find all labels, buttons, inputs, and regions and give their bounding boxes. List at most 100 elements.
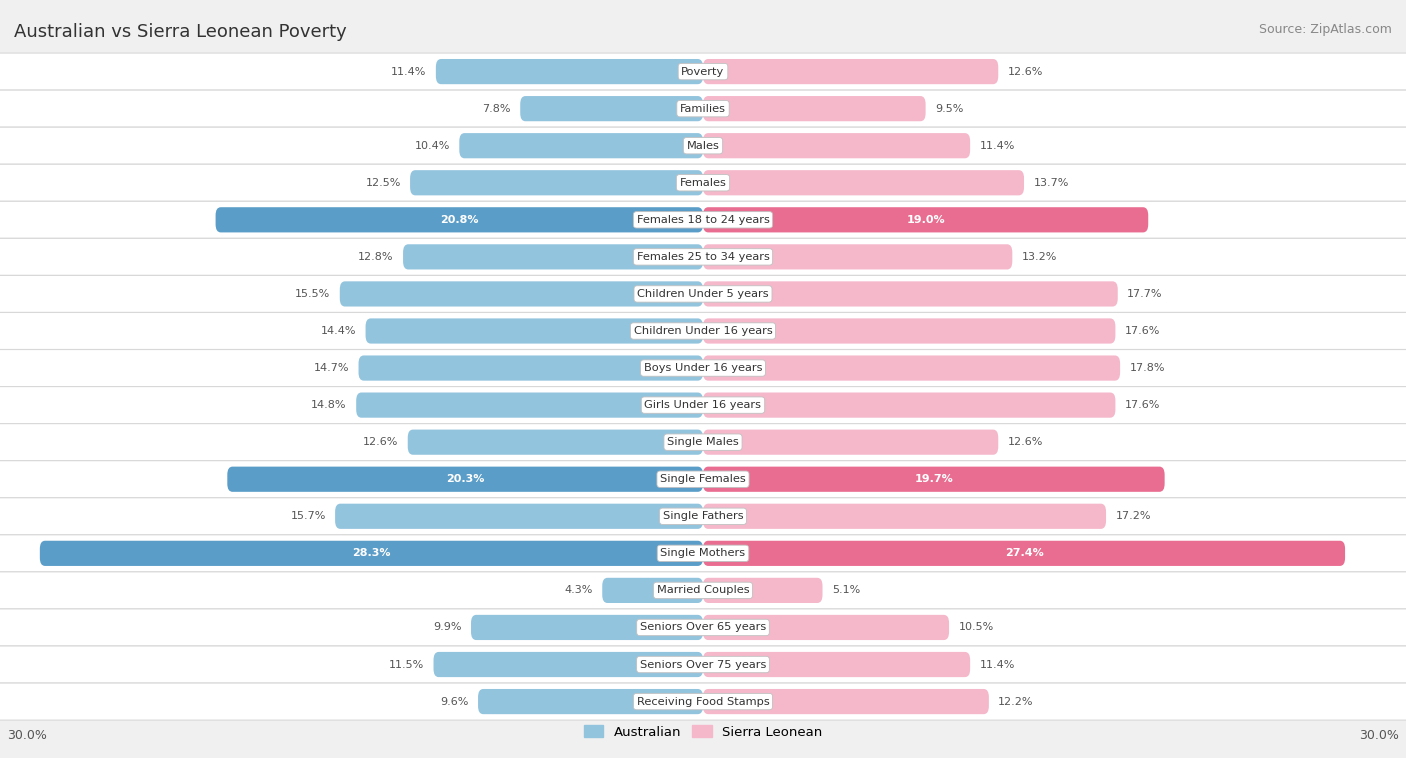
FancyBboxPatch shape: [0, 164, 1406, 202]
FancyBboxPatch shape: [39, 540, 703, 566]
Text: 10.4%: 10.4%: [415, 141, 450, 151]
Text: Poverty: Poverty: [682, 67, 724, 77]
Text: 27.4%: 27.4%: [1005, 548, 1043, 559]
Text: Females 18 to 24 years: Females 18 to 24 years: [637, 215, 769, 225]
FancyBboxPatch shape: [703, 467, 1164, 492]
Text: 14.7%: 14.7%: [314, 363, 349, 373]
Text: 11.5%: 11.5%: [389, 659, 425, 669]
FancyBboxPatch shape: [471, 615, 703, 640]
FancyBboxPatch shape: [703, 207, 1149, 233]
Text: Married Couples: Married Couples: [657, 585, 749, 595]
Text: Boys Under 16 years: Boys Under 16 years: [644, 363, 762, 373]
FancyBboxPatch shape: [340, 281, 703, 306]
FancyBboxPatch shape: [0, 127, 1406, 164]
FancyBboxPatch shape: [0, 609, 1406, 646]
Text: Families: Families: [681, 104, 725, 114]
Text: Seniors Over 75 years: Seniors Over 75 years: [640, 659, 766, 669]
FancyBboxPatch shape: [602, 578, 703, 603]
Legend: Australian, Sierra Leonean: Australian, Sierra Leonean: [578, 720, 828, 744]
FancyBboxPatch shape: [0, 90, 1406, 127]
FancyBboxPatch shape: [703, 689, 988, 714]
Text: 13.2%: 13.2%: [1022, 252, 1057, 262]
FancyBboxPatch shape: [0, 498, 1406, 535]
FancyBboxPatch shape: [703, 96, 925, 121]
Text: 10.5%: 10.5%: [959, 622, 994, 632]
FancyBboxPatch shape: [703, 578, 823, 603]
Text: 4.3%: 4.3%: [564, 585, 593, 595]
FancyBboxPatch shape: [433, 652, 703, 677]
Text: 19.0%: 19.0%: [907, 215, 945, 225]
Text: 9.5%: 9.5%: [935, 104, 963, 114]
Text: 12.6%: 12.6%: [1008, 437, 1043, 447]
Text: Girls Under 16 years: Girls Under 16 years: [644, 400, 762, 410]
Text: 13.7%: 13.7%: [1033, 178, 1069, 188]
FancyBboxPatch shape: [366, 318, 703, 343]
Text: 12.8%: 12.8%: [359, 252, 394, 262]
FancyBboxPatch shape: [0, 424, 1406, 461]
FancyBboxPatch shape: [0, 646, 1406, 683]
FancyBboxPatch shape: [703, 430, 998, 455]
Text: 30.0%: 30.0%: [1360, 728, 1399, 742]
FancyBboxPatch shape: [0, 202, 1406, 238]
Text: 28.3%: 28.3%: [352, 548, 391, 559]
Text: Single Mothers: Single Mothers: [661, 548, 745, 559]
FancyBboxPatch shape: [0, 349, 1406, 387]
FancyBboxPatch shape: [460, 133, 703, 158]
FancyBboxPatch shape: [359, 356, 703, 381]
FancyBboxPatch shape: [703, 133, 970, 158]
Text: 17.7%: 17.7%: [1128, 289, 1163, 299]
FancyBboxPatch shape: [0, 275, 1406, 312]
FancyBboxPatch shape: [703, 170, 1024, 196]
FancyBboxPatch shape: [703, 356, 1121, 381]
FancyBboxPatch shape: [703, 615, 949, 640]
Text: 15.7%: 15.7%: [291, 512, 326, 522]
Text: Single Females: Single Females: [661, 475, 745, 484]
FancyBboxPatch shape: [703, 503, 1107, 529]
Text: 9.9%: 9.9%: [433, 622, 461, 632]
FancyBboxPatch shape: [0, 312, 1406, 349]
FancyBboxPatch shape: [703, 540, 1346, 566]
FancyBboxPatch shape: [703, 393, 1115, 418]
Text: 19.7%: 19.7%: [914, 475, 953, 484]
Text: Single Fathers: Single Fathers: [662, 512, 744, 522]
Text: 17.8%: 17.8%: [1129, 363, 1166, 373]
Text: 30.0%: 30.0%: [7, 728, 46, 742]
FancyBboxPatch shape: [703, 59, 998, 84]
FancyBboxPatch shape: [520, 96, 703, 121]
Text: Children Under 16 years: Children Under 16 years: [634, 326, 772, 336]
FancyBboxPatch shape: [0, 572, 1406, 609]
FancyBboxPatch shape: [408, 430, 703, 455]
Text: Females 25 to 34 years: Females 25 to 34 years: [637, 252, 769, 262]
FancyBboxPatch shape: [411, 170, 703, 196]
FancyBboxPatch shape: [436, 59, 703, 84]
Text: Males: Males: [686, 141, 720, 151]
Text: Seniors Over 65 years: Seniors Over 65 years: [640, 622, 766, 632]
FancyBboxPatch shape: [0, 387, 1406, 424]
Text: 20.8%: 20.8%: [440, 215, 478, 225]
Text: 12.5%: 12.5%: [366, 178, 401, 188]
FancyBboxPatch shape: [335, 503, 703, 529]
FancyBboxPatch shape: [404, 244, 703, 270]
Text: 15.5%: 15.5%: [295, 289, 330, 299]
Text: 14.4%: 14.4%: [321, 326, 356, 336]
Text: Females: Females: [679, 178, 727, 188]
Text: 17.6%: 17.6%: [1125, 400, 1160, 410]
Text: 12.6%: 12.6%: [1008, 67, 1043, 77]
Text: 9.6%: 9.6%: [440, 697, 468, 706]
Text: 14.8%: 14.8%: [311, 400, 347, 410]
Text: 11.4%: 11.4%: [980, 141, 1015, 151]
Text: 11.4%: 11.4%: [980, 659, 1015, 669]
Text: Children Under 5 years: Children Under 5 years: [637, 289, 769, 299]
Text: 11.4%: 11.4%: [391, 67, 426, 77]
FancyBboxPatch shape: [0, 683, 1406, 720]
FancyBboxPatch shape: [356, 393, 703, 418]
FancyBboxPatch shape: [703, 281, 1118, 306]
Text: Single Males: Single Males: [666, 437, 740, 447]
FancyBboxPatch shape: [0, 53, 1406, 90]
Text: 20.3%: 20.3%: [446, 475, 484, 484]
Text: Receiving Food Stamps: Receiving Food Stamps: [637, 697, 769, 706]
FancyBboxPatch shape: [703, 652, 970, 677]
FancyBboxPatch shape: [703, 318, 1115, 343]
FancyBboxPatch shape: [228, 467, 703, 492]
Text: 12.2%: 12.2%: [998, 697, 1033, 706]
